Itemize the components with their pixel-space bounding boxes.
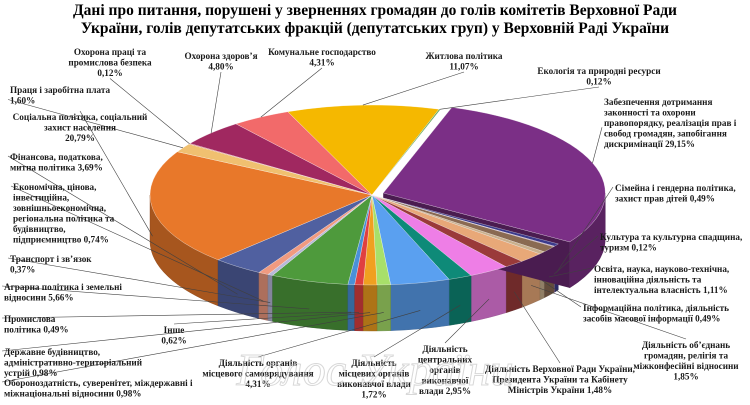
slice-label: Культура та культурна спадщина, туризм 0,…	[600, 232, 742, 253]
slice	[149, 151, 373, 261]
leader-line	[556, 186, 614, 273]
slice-label: Транспорт і зв’язок 0,37%	[10, 254, 92, 275]
slice-label: Обороноздатність, суверенітет, міждержав…	[4, 378, 193, 399]
slice-label: Інше 0,62%	[161, 325, 186, 346]
slice-side	[448, 275, 472, 326]
slice-label: Сімейна і гендерна політика, захист прав …	[615, 183, 736, 204]
leader-line	[362, 71, 465, 106]
leader-line	[109, 78, 190, 144]
slice-side	[258, 272, 269, 321]
slice-label: Праця і заробітна плата 1,60%	[10, 85, 111, 106]
slice-label: Діяльність місцевих органів виконавчої вла…	[337, 358, 411, 400]
slice-label: Інформаційна політика, діяльність засобів…	[583, 303, 729, 324]
leader-line	[548, 267, 593, 278]
leader-lines	[1, 67, 687, 383]
leader-line	[257, 310, 421, 358]
slice-labels: Забезпечення дотримання законності та охо…	[4, 47, 742, 400]
pie-slices	[149, 104, 606, 286]
leader-line	[439, 86, 600, 110]
leader-line	[1, 311, 352, 319]
slice-label: Охорона праці та промислова безпека 0,12%	[68, 47, 152, 78]
leader-line	[531, 285, 687, 340]
leader-line	[444, 298, 490, 344]
slice	[383, 107, 606, 243]
slice-label: Економічна, цінова, інвестиційна, зовнішнь…	[13, 182, 115, 245]
chart-title: Дані про питання, порушені у зверненнях …	[73, 2, 677, 37]
slice-label: Комунальне господарство 4,31%	[268, 47, 376, 68]
slice-label: Забезпечення дотримання законності та охо…	[604, 97, 737, 149]
leader-line	[260, 67, 323, 118]
slice-side	[347, 284, 355, 331]
leader-line	[592, 127, 603, 163]
slice-label: Охорона здоров’я 4,80%	[184, 51, 257, 72]
slice-label: Діяльність центральних органів виконавчої вл…	[418, 344, 473, 396]
slice-label: Фінансова, податкова, митна політика 3,69…	[10, 152, 103, 173]
leader-line	[7, 99, 184, 149]
leader-line	[210, 71, 222, 134]
leader-line	[79, 110, 153, 237]
slice-side	[363, 284, 378, 332]
leader-line	[541, 280, 582, 308]
leader-line	[10, 185, 264, 302]
leader-line	[1, 312, 384, 383]
leader-line	[7, 257, 271, 303]
slice-label: Державне будівництво, адміністративно-тер…	[4, 347, 143, 378]
leader-line	[513, 291, 561, 364]
slice-label: Екологія та природні ресурси 0,12%	[537, 66, 661, 87]
slice-label: Соціальна політика, соціальний захист нас…	[13, 112, 148, 143]
slice-label: Діяльність Верховної Ради України, Презид…	[485, 364, 635, 395]
leader-line	[173, 312, 359, 325]
slice-label: Промислова політика 0,49%	[4, 314, 69, 335]
leader-line	[1, 312, 371, 352]
slice-label: Житлова політика 11,07%	[425, 51, 502, 72]
leader-line	[1, 285, 310, 310]
slice-side	[354, 284, 364, 332]
slice-label: Діяльність об’єднань громадян, релігія та…	[633, 340, 739, 382]
slice	[287, 104, 440, 196]
slice-side	[470, 266, 507, 322]
slice-label: Аграрна політика і земельні відносини 5,6…	[4, 282, 122, 303]
slice-label: Освіта, наука, науково-технічна, інноваці…	[594, 264, 729, 295]
slice-side	[390, 279, 450, 331]
slice-side	[376, 284, 391, 332]
leader-line	[7, 155, 238, 295]
slice-side	[267, 274, 273, 322]
leader-line	[553, 235, 599, 275]
leader-line	[373, 304, 461, 358]
slice-label: Діяльність органів місцевого самоврядуван…	[202, 358, 313, 389]
